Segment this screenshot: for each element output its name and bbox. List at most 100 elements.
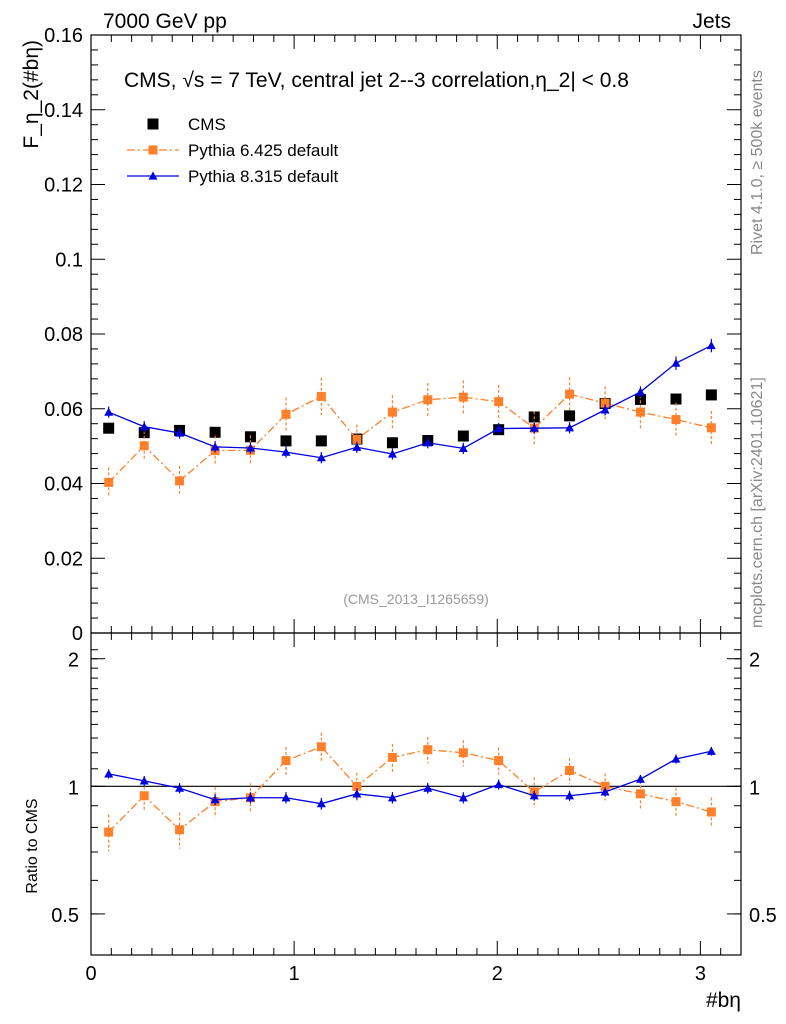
ratio-point (494, 756, 504, 766)
ratio-point (635, 774, 645, 783)
main-panel: 0 0.02 0.04 0.06 0.08 0.1 0.12 0.14 0.16 CMS, √s… (20, 25, 742, 645)
data-point (209, 426, 221, 438)
y-tick-label: 0.02 (44, 548, 83, 570)
data-point (210, 442, 220, 451)
data-point (458, 443, 468, 452)
ratio-point (245, 793, 255, 802)
data-point (104, 477, 114, 487)
x-tick-label: 2 (492, 963, 503, 985)
ratio-point (175, 825, 185, 835)
ratio-point (458, 793, 468, 802)
ratio-x-ticks: 0 1 2 3 (85, 633, 742, 985)
series-line-2 (108, 345, 712, 459)
ratio-point (352, 789, 362, 798)
ratio-tick-label-right: 0.5 (749, 905, 777, 927)
mcplots-label: mcplots.cern.ch [arXiv:2401.10621] (749, 377, 766, 628)
y-tick-label: 0.04 (44, 474, 83, 496)
ratio-point (281, 756, 291, 766)
ratio-point (316, 742, 326, 752)
main-y-ticks: 0 0.02 0.04 0.06 0.08 0.1 0.12 0.14 0.16 (44, 25, 741, 645)
ratio-point (706, 746, 716, 755)
data-point (706, 341, 716, 350)
ratio-point (139, 776, 149, 785)
ratio-point (175, 783, 185, 792)
data-point (387, 407, 397, 417)
data-point (706, 423, 716, 433)
ratio-point (600, 781, 610, 791)
ratio-point (565, 791, 575, 800)
ratio-point (565, 765, 575, 775)
data-point (423, 395, 433, 405)
data-point (139, 441, 149, 451)
ratio-point (104, 827, 114, 837)
ratio-point (281, 793, 291, 802)
ratio-point (104, 769, 114, 778)
ratio-point (423, 783, 433, 792)
chart-title: CMS, √s = 7 TeV, central jet 2--3 correl… (124, 69, 629, 92)
ratio-line-1 (108, 745, 712, 833)
legend-label: Pythia 8.315 default (188, 167, 339, 186)
data-point (423, 438, 433, 447)
ratio-point (635, 789, 645, 799)
analysis-watermark: (CMS_2013_I1265659) (343, 591, 489, 607)
y-tick-label: 0.1 (55, 249, 83, 271)
data-point (634, 393, 646, 405)
data-point (352, 434, 362, 444)
data-point (565, 423, 575, 432)
ratio-point (387, 752, 397, 762)
x-tick-label: 0 (85, 963, 96, 985)
data-point (494, 424, 504, 433)
data-point (635, 387, 645, 396)
legend-label: Pythia 6.425 default (188, 141, 339, 160)
ratio-panel: 0.5 0.5 1 1 2 2 0 1 2 3 Ratio to CMS #bη (24, 632, 777, 1012)
data-point (494, 397, 504, 407)
ratio-point (316, 799, 326, 808)
ratio-axis-label: Ratio to CMS (24, 798, 41, 893)
ratio-point (600, 787, 610, 796)
ratio-y-ticks: 0.5 0.5 1 1 2 2 (51, 649, 777, 927)
x-tick-label: 3 (695, 963, 706, 985)
series-line-1 (108, 393, 712, 483)
ratio-series (104, 732, 716, 852)
data-point (316, 453, 326, 462)
ratio-point (139, 791, 149, 801)
data-point (386, 437, 398, 449)
legend-marker (148, 171, 158, 180)
header-energy: 7000 GeV pp (103, 10, 227, 33)
data-point (281, 409, 291, 419)
ratio-point (494, 779, 504, 789)
data-point (280, 435, 292, 447)
x-tick-label: 1 (289, 963, 300, 985)
y-tick-label: 0.16 (44, 25, 83, 47)
data-point (671, 358, 681, 367)
data-point (315, 435, 327, 447)
data-point (670, 393, 682, 405)
data-point (457, 430, 469, 442)
ratio-tick-label: 2 (68, 650, 79, 672)
y-axis-label: F_η_2(#bη) (20, 40, 43, 149)
data-point (671, 415, 681, 425)
y-tick-label: 0.14 (44, 100, 83, 122)
data-point (175, 428, 185, 437)
data-point (139, 422, 149, 431)
y-tick-label: 0 (72, 623, 83, 645)
data-point (458, 392, 468, 402)
main-x-ticks (90, 35, 742, 633)
ratio-point (458, 748, 468, 758)
y-tick-label: 0.08 (44, 324, 83, 346)
legend-marker (147, 118, 159, 130)
ratio-point (671, 754, 681, 763)
data-point (104, 407, 114, 416)
main-series (103, 338, 717, 498)
data-point (281, 447, 291, 456)
x-axis-label: #bη (706, 989, 741, 1012)
y-tick-label: 0.12 (44, 175, 83, 197)
y-tick-label: 0.06 (44, 399, 83, 421)
data-point (529, 423, 539, 432)
legend: CMS Pythia 6.425 default Pythia 8.315 defa… (127, 115, 339, 186)
data-point (635, 407, 645, 417)
legend-marker (148, 145, 158, 155)
data-point (103, 422, 115, 434)
ratio-tick-label: 0.5 (51, 905, 79, 927)
